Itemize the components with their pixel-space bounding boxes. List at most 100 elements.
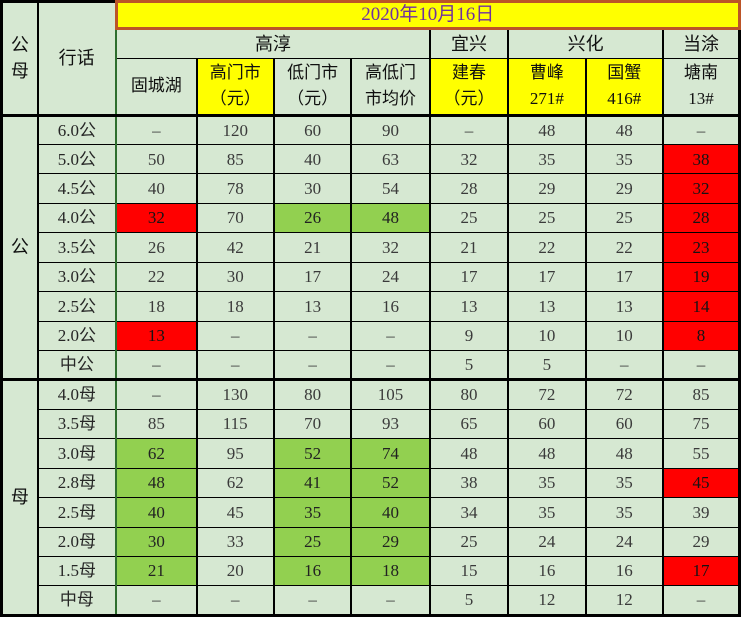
row-spec[interactable]: 3.0公 (36, 261, 118, 293)
price-cell[interactable]: 93 (350, 408, 431, 440)
row-spec[interactable]: 2.5公 (36, 291, 118, 322)
price-cell[interactable]: 48 (115, 467, 198, 499)
row-spec[interactable]: 6.0公 (36, 113, 118, 146)
row-spec[interactable]: 4.0公 (36, 202, 118, 234)
price-cell[interactable]: 13 (428, 291, 510, 322)
price-cell[interactable]: 32 (428, 144, 510, 175)
price-cell[interactable]: 35 (584, 144, 665, 175)
price-cell[interactable]: 30 (195, 261, 275, 293)
header-sex-column[interactable]: 公母 (0, 1, 39, 116)
price-cell[interactable]: 70 (195, 202, 275, 234)
price-cell[interactable]: 35 (507, 497, 587, 528)
price-cell[interactable]: 21 (428, 232, 510, 263)
price-cell[interactable]: 74 (350, 438, 431, 469)
price-cell[interactable]: 55 (662, 438, 741, 469)
price-cell[interactable]: 78 (195, 173, 275, 204)
price-cell[interactable]: 85 (662, 378, 741, 410)
price-cell[interactable]: – (195, 320, 275, 352)
price-cell[interactable]: 48 (428, 438, 510, 469)
price-cell[interactable]: 9 (428, 320, 510, 352)
price-cell[interactable]: 24 (350, 261, 431, 293)
price-cell[interactable]: 48 (507, 438, 587, 469)
price-cell[interactable]: – (428, 113, 510, 146)
row-spec[interactable]: 2.0母 (36, 526, 118, 557)
price-cell[interactable]: 16 (584, 555, 665, 587)
price-cell[interactable]: – (115, 350, 198, 381)
price-cell[interactable]: – (584, 350, 665, 381)
price-cell[interactable]: 30 (272, 173, 353, 204)
price-cell[interactable]: – (115, 113, 198, 146)
price-cell[interactable]: 10 (507, 320, 587, 352)
region-header-gaochun[interactable]: 高淳 (115, 28, 431, 59)
region-header-xinghua[interactable]: 兴化 (507, 28, 664, 59)
price-cell[interactable]: 16 (272, 555, 353, 587)
price-cell[interactable]: 40 (350, 497, 431, 528)
price-cell[interactable]: 35 (507, 467, 587, 499)
price-cell[interactable]: 40 (115, 173, 198, 204)
price-cell[interactable]: 16 (350, 291, 431, 322)
price-cell[interactable]: 12 (507, 585, 587, 616)
price-cell[interactable]: 16 (507, 555, 587, 587)
price-cell[interactable]: 18 (195, 291, 275, 322)
price-cell[interactable]: 14 (662, 291, 741, 322)
price-cell[interactable]: 26 (115, 232, 198, 263)
price-cell[interactable]: 18 (350, 555, 431, 587)
price-cell[interactable]: 34 (428, 497, 510, 528)
price-cell[interactable]: 48 (584, 113, 665, 146)
price-cell[interactable]: 24 (507, 526, 587, 557)
price-cell[interactable]: 95 (195, 438, 275, 469)
price-cell[interactable]: – (350, 320, 431, 352)
price-cell[interactable]: 17 (507, 261, 587, 293)
price-cell[interactable]: – (195, 350, 275, 381)
region-header-yixing[interactable]: 宜兴 (428, 28, 510, 59)
price-cell[interactable]: 29 (662, 526, 741, 557)
price-cell[interactable]: 25 (272, 526, 353, 557)
price-cell[interactable]: 22 (584, 232, 665, 263)
price-cell[interactable]: 26 (272, 202, 353, 234)
price-cell[interactable]: 52 (272, 438, 353, 469)
price-cell[interactable]: 28 (428, 173, 510, 204)
price-cell[interactable]: 29 (507, 173, 587, 204)
price-cell[interactable]: 13 (272, 291, 353, 322)
price-cell[interactable]: 32 (350, 232, 431, 263)
section-label-female[interactable]: 母 (0, 378, 39, 616)
price-cell[interactable]: 48 (584, 438, 665, 469)
row-spec[interactable]: 4.0母 (36, 378, 118, 410)
row-spec[interactable]: 5.0公 (36, 144, 118, 175)
price-cell[interactable]: 5 (428, 350, 510, 381)
price-cell[interactable]: 21 (115, 555, 198, 587)
price-cell[interactable]: 80 (428, 378, 510, 410)
row-spec[interactable]: 3.5公 (36, 232, 118, 263)
price-cell[interactable]: 40 (115, 497, 198, 528)
price-cell[interactable]: 50 (115, 144, 198, 175)
price-cell[interactable]: 45 (195, 497, 275, 528)
price-cell[interactable]: 5 (507, 350, 587, 381)
price-cell[interactable]: 62 (115, 438, 198, 469)
price-cell[interactable]: 13 (584, 291, 665, 322)
row-spec[interactable]: 2.8母 (36, 467, 118, 499)
price-cell[interactable]: 105 (350, 378, 431, 410)
price-cell[interactable]: 32 (115, 202, 198, 234)
column-header-avg-retail[interactable]: 高低门 市均价 (350, 57, 431, 117)
price-cell[interactable]: 35 (584, 467, 665, 499)
price-cell[interactable]: 65 (428, 408, 510, 440)
price-cell[interactable]: 54 (350, 173, 431, 204)
price-cell[interactable]: – (272, 585, 353, 616)
price-cell[interactable]: 38 (428, 467, 510, 499)
price-cell[interactable]: – (195, 585, 275, 616)
price-cell[interactable]: 72 (584, 378, 665, 410)
region-header-dangtu[interactable]: 当涂 (662, 28, 741, 59)
price-cell[interactable]: 25 (428, 202, 510, 234)
header-spec-column[interactable]: 行话 (36, 1, 118, 116)
price-cell[interactable]: 28 (662, 202, 741, 234)
price-cell[interactable]: – (272, 350, 353, 381)
price-cell[interactable]: 18 (115, 291, 198, 322)
price-cell[interactable]: 10 (584, 320, 665, 352)
price-cell[interactable]: 17 (662, 555, 741, 587)
row-spec[interactable]: 中母 (36, 585, 118, 616)
column-header-guoxie[interactable]: 国蟹 416# (584, 57, 665, 117)
price-cell[interactable]: – (350, 585, 431, 616)
price-cell[interactable]: 80 (272, 378, 353, 410)
price-cell[interactable]: 60 (272, 113, 353, 146)
price-cell[interactable]: 17 (428, 261, 510, 293)
